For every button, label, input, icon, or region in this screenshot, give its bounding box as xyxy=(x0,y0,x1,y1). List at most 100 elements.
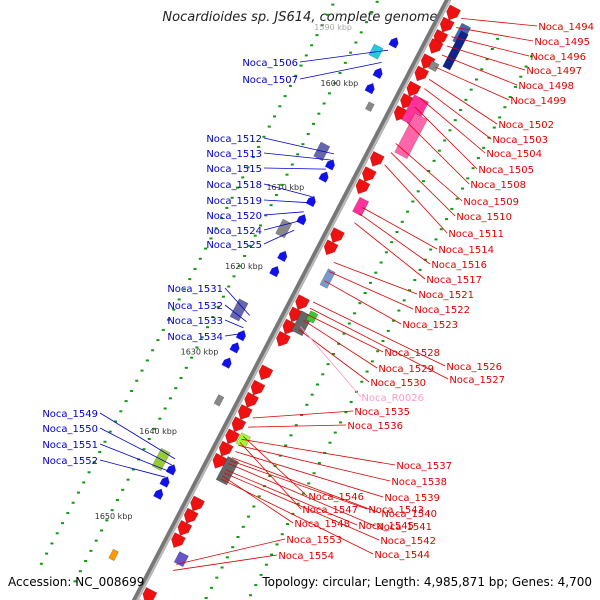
reverse-gene-label: Noca_1504 xyxy=(486,149,542,160)
forward-gene-label: Noca_1552 xyxy=(42,456,98,467)
track-dot xyxy=(247,515,251,518)
reverse-gene-shape xyxy=(369,150,385,167)
reverse-gene-label: Noca_1522 xyxy=(414,305,470,316)
track-dot xyxy=(333,431,337,434)
reverse-leader-line xyxy=(328,271,414,310)
track-dot xyxy=(294,424,298,427)
track-dot xyxy=(225,556,229,559)
forward-gene-shape xyxy=(277,250,288,263)
track-dot xyxy=(365,370,369,373)
track-dot xyxy=(45,552,49,555)
reverse-gene-label: Noca_1537 xyxy=(396,461,452,472)
track-dot xyxy=(126,478,130,481)
track-dot xyxy=(294,74,298,77)
reverse-leader-line xyxy=(220,478,374,555)
reverse-gene-shape xyxy=(428,38,444,54)
scale-label-top: 1590 kbp xyxy=(314,23,352,32)
genome-backbone xyxy=(131,0,451,600)
track-dot xyxy=(153,427,157,430)
forward-leader-line xyxy=(263,211,304,216)
track-dot xyxy=(343,61,347,64)
track-dot xyxy=(246,166,250,169)
track-dot xyxy=(411,200,415,203)
track-dot xyxy=(251,156,255,159)
reverse-gene-label: Noca_1514 xyxy=(438,245,494,256)
track-dot xyxy=(480,68,484,71)
reverse-gene-label: Noca_1546 xyxy=(308,492,364,503)
scale-label: 1600 kbp xyxy=(321,79,359,88)
track-dot xyxy=(190,356,194,359)
forward-leader-line xyxy=(263,229,295,245)
track-dot xyxy=(342,332,346,335)
reverse-leader-line xyxy=(238,445,391,482)
track-dot xyxy=(105,519,109,522)
forward-leader-line xyxy=(99,443,169,472)
track-dot xyxy=(214,227,218,230)
reverse-leader-line xyxy=(428,79,498,125)
track-dot xyxy=(482,146,486,149)
feature-block-shape xyxy=(213,394,225,407)
reverse-leader-line xyxy=(460,17,538,27)
forward-gene xyxy=(159,476,170,488)
track-dot xyxy=(248,594,252,597)
track-dot xyxy=(432,159,436,162)
forward-gene-label: Noca_1524 xyxy=(206,226,262,237)
reverse-gene xyxy=(250,379,266,396)
track-dot xyxy=(264,214,268,217)
track-dot xyxy=(66,511,70,514)
track-dot xyxy=(268,474,272,477)
reverse-gene-label: Noca_1511 xyxy=(448,229,504,240)
forward-gene-shape xyxy=(388,37,399,49)
reverse-gene xyxy=(295,294,310,311)
reverse-gene-label: Noca_1541 xyxy=(376,522,432,533)
forward-gene-shape xyxy=(364,82,375,95)
track-dot xyxy=(331,352,335,355)
track-dot xyxy=(55,532,59,535)
reverse-gene-label: Noca_1547 xyxy=(302,505,358,516)
reverse-gene-label: Noca_1516 xyxy=(431,260,487,271)
track-dot xyxy=(390,241,394,244)
track-dot xyxy=(151,349,155,352)
reverse-leader-line xyxy=(435,66,510,101)
reverse-gene-shape xyxy=(231,416,247,433)
accession-text: Accession: NC_008699 xyxy=(8,575,145,589)
track-dot xyxy=(50,542,54,545)
track-dot xyxy=(326,363,330,366)
reverse-gene-label: Noca_1548 xyxy=(294,519,350,530)
track-dot xyxy=(262,135,266,138)
track-dot xyxy=(114,420,118,423)
reverse-gene-label: Noca_1527 xyxy=(449,375,505,386)
track-dot xyxy=(503,106,507,109)
track-dot xyxy=(168,397,172,400)
track-dot xyxy=(92,461,96,464)
forward-leader-line xyxy=(99,459,166,478)
feature-block-shape xyxy=(173,551,189,568)
feature-block-shape xyxy=(108,548,119,562)
feature-block-shape xyxy=(319,268,336,289)
track-dot xyxy=(321,373,325,376)
track-dot xyxy=(496,37,500,40)
forward-gene-label: Noca_1507 xyxy=(242,75,298,86)
track-dot xyxy=(365,21,369,24)
track-dot xyxy=(300,413,304,416)
track-dot xyxy=(174,387,178,390)
forward-gene-shape xyxy=(324,159,335,171)
feature-block xyxy=(229,298,249,322)
track-dot xyxy=(252,505,256,508)
reverse-gene xyxy=(414,65,430,82)
genome-backbone-highlight xyxy=(136,0,451,600)
forward-gene xyxy=(221,357,232,369)
track-dot xyxy=(363,291,367,294)
track-dot xyxy=(459,108,463,111)
reverse-gene-shape xyxy=(295,294,310,311)
reverse-gene-label: Noca_1517 xyxy=(426,275,482,286)
reverse-leader-line xyxy=(362,207,438,250)
track-dot xyxy=(296,502,300,505)
track-dot xyxy=(406,210,410,213)
track-dot xyxy=(485,58,489,61)
track-dot xyxy=(416,190,420,193)
track-dot xyxy=(156,339,160,342)
track-dot xyxy=(439,228,443,231)
track-dot xyxy=(304,54,308,57)
forward-gene-label: Noca_1534 xyxy=(167,332,223,343)
